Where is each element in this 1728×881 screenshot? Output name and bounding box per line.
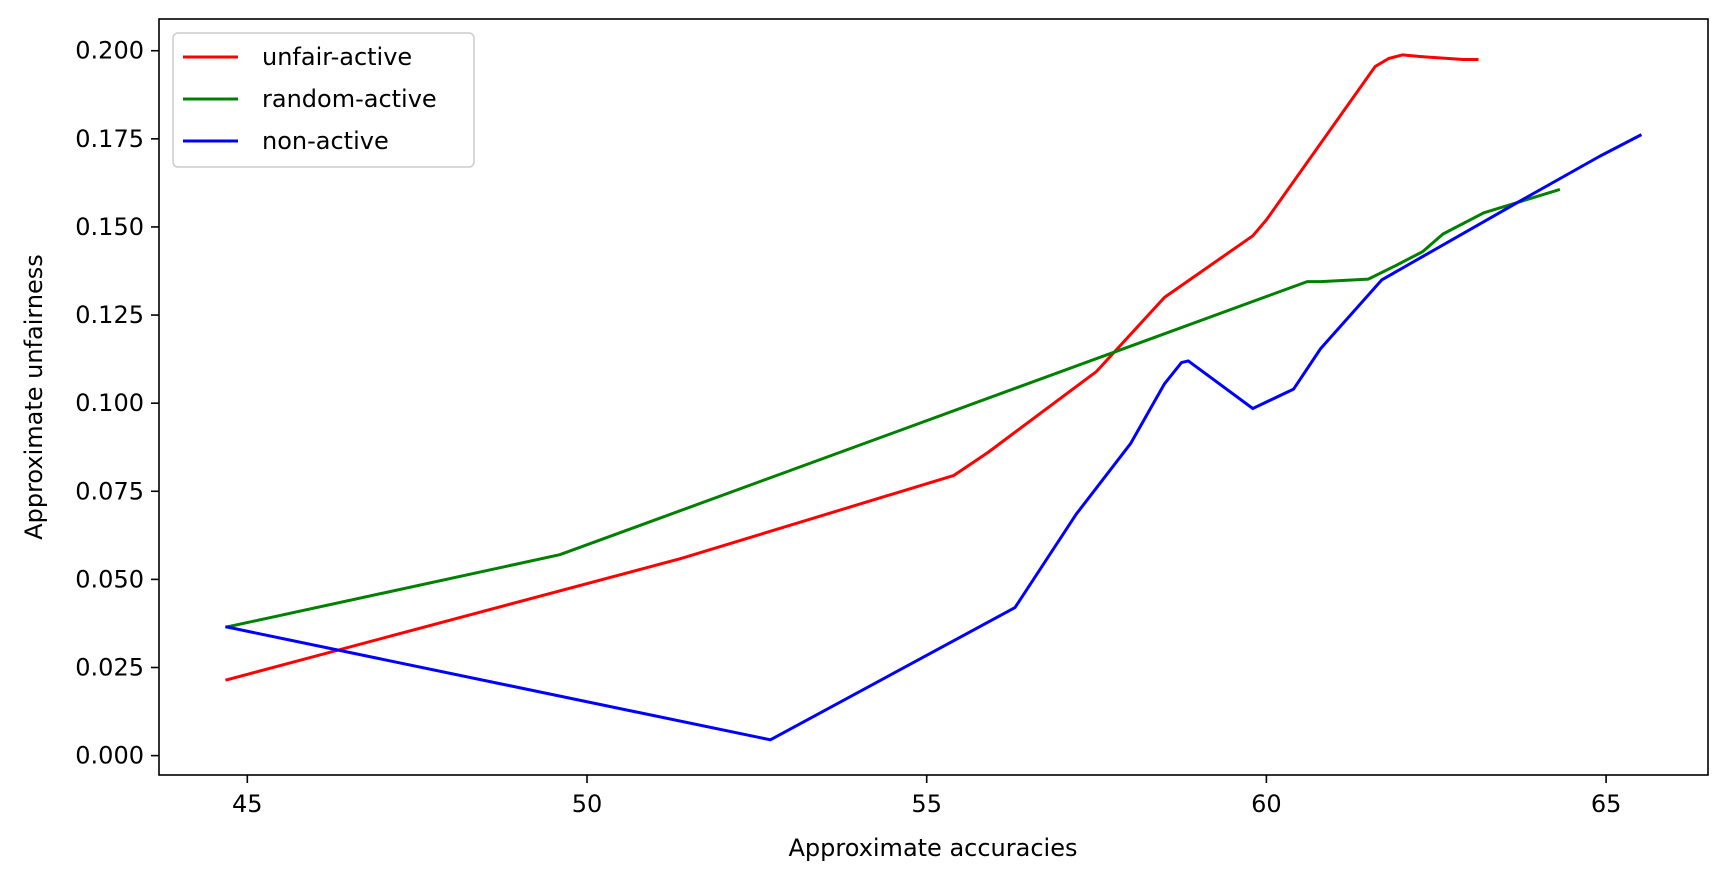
x-tick-label: 55 bbox=[911, 790, 942, 818]
y-tick-label: 0.025 bbox=[75, 654, 144, 682]
series-lines bbox=[225, 53, 1643, 742]
x-axis-ticks: 45 50 55 60 65 bbox=[232, 775, 1621, 818]
plot-area-frame bbox=[158, 18, 1709, 776]
legend-label-non-active: non-active bbox=[262, 127, 389, 155]
series-line-random-active bbox=[225, 188, 1561, 629]
y-tick-label: 0.125 bbox=[75, 301, 144, 329]
y-tick-label: 0.100 bbox=[75, 389, 144, 417]
series-line-unfair-active bbox=[225, 53, 1479, 682]
legend-box bbox=[172, 32, 475, 168]
y-axis-label: Approximate unfairness bbox=[20, 254, 48, 540]
y-tick-label: 0.075 bbox=[75, 477, 144, 505]
y-tick-label: 0.200 bbox=[75, 37, 144, 65]
legend-label-unfair-active: unfair-active bbox=[262, 43, 412, 71]
x-tick-label: 45 bbox=[232, 790, 263, 818]
x-tick-label: 50 bbox=[572, 790, 603, 818]
y-tick-label: 0.000 bbox=[75, 742, 144, 770]
legend: unfair-active random-active non-active bbox=[172, 32, 475, 168]
legend-label-random-active: random-active bbox=[262, 85, 437, 113]
y-tick-label: 0.150 bbox=[75, 213, 144, 241]
y-axis-ticks: 0.000 0.025 0.050 0.075 0.100 0.125 0.150 0.175… bbox=[75, 37, 159, 770]
y-tick-label: 0.175 bbox=[75, 125, 144, 153]
y-tick-label: 0.050 bbox=[75, 565, 144, 593]
x-tick-label: 65 bbox=[1591, 790, 1622, 818]
series-line-non-active bbox=[225, 133, 1643, 742]
x-tick-label: 60 bbox=[1251, 790, 1282, 818]
x-axis-label: Approximate accuracies bbox=[789, 834, 1078, 862]
